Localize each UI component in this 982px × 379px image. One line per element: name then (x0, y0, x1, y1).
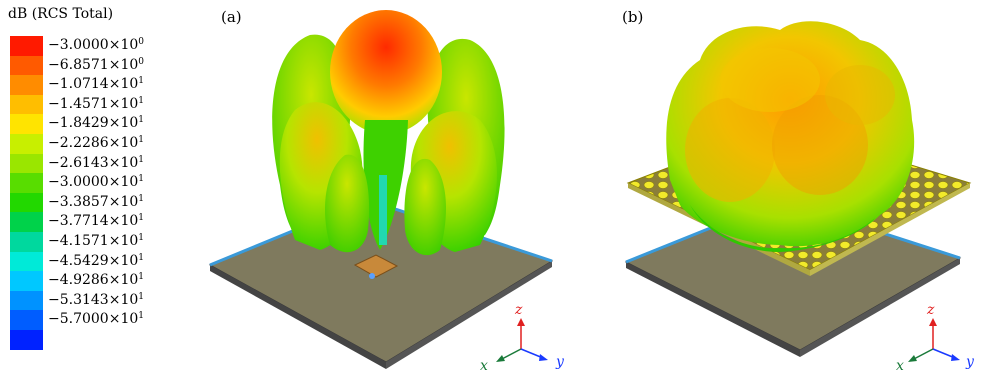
axis-triad-a: z x y (480, 302, 565, 374)
colorbar-tick-label: −1.4571×101 (48, 95, 144, 112)
colorbar-swatch (10, 36, 43, 56)
axis-triad-b: z x y (896, 302, 975, 374)
colorbar-tick-label: −2.2286×101 (48, 134, 144, 151)
colorbar-tick-label: −2.6143×101 (48, 154, 144, 171)
colorbar-tick-label: −5.3143×101 (48, 291, 144, 308)
colorbar-swatch (10, 310, 43, 330)
patch-element (353, 254, 399, 278)
colorbar-swatch (10, 212, 43, 232)
axis-x-label: x (480, 358, 488, 374)
colorbar-tick-label: −4.1571×101 (48, 232, 144, 249)
colorbar-swatch (10, 271, 43, 291)
legend-title: dB (RCS Total) (8, 6, 114, 22)
colorbar-tick-label: −3.7714×101 (48, 213, 144, 230)
colorbar-swatch (10, 55, 43, 76)
colorbar-tick-label: −3.3857×101 (48, 193, 144, 210)
panel-label-b: (b) (622, 8, 644, 26)
colorbar-swatch (10, 329, 43, 350)
colorbar (10, 36, 43, 350)
colorbar-tick-label: −6.8571×100 (48, 56, 144, 73)
colorbar-swatch (10, 251, 43, 272)
colorbar-swatch (10, 290, 43, 311)
colorbar-swatch (10, 94, 43, 115)
colorbar-tick-labels: −3.0000×100 −6.8571×100 −1.0714×101 −1.4571… (48, 36, 144, 330)
ground-plane-edge (210, 265, 386, 369)
colorbar-tick-label: −3.0000×100 (48, 37, 144, 53)
axis-z-label: z (926, 302, 935, 318)
panel-b-figure: z x y (624, 21, 975, 374)
colorbar-swatch (10, 133, 43, 154)
axis-y-label: y (555, 354, 565, 370)
panel-a-figure: z x y (208, 10, 565, 374)
colorbar-tick-label: −4.5429×101 (48, 252, 144, 269)
axis-x-label: x (896, 358, 904, 374)
colorbar-swatch (10, 114, 43, 134)
colorbar-swatch (10, 192, 43, 213)
colorbar-tick-label: −1.0714×101 (48, 76, 144, 93)
axis-z-label: z (514, 302, 523, 318)
colorbar-tick-label: −1.8429×101 (48, 115, 144, 132)
colorbar-swatch (10, 231, 43, 252)
colorbar-swatch (10, 75, 43, 95)
colorbar-tick-label: −4.9286×101 (48, 272, 144, 289)
colorbar-swatch (10, 153, 43, 174)
colorbar-tick-label: −3.0000×101 (48, 174, 144, 191)
rcs-main-lobe (330, 10, 442, 134)
axis-y-label: y (965, 354, 975, 370)
colorbar-swatch (10, 173, 43, 193)
rcs-lobe (325, 154, 370, 253)
panel-label-a: (a) (221, 8, 242, 26)
rcs-lobe (404, 158, 446, 256)
colorbar-tick-label: −5.7000×101 (48, 311, 144, 328)
